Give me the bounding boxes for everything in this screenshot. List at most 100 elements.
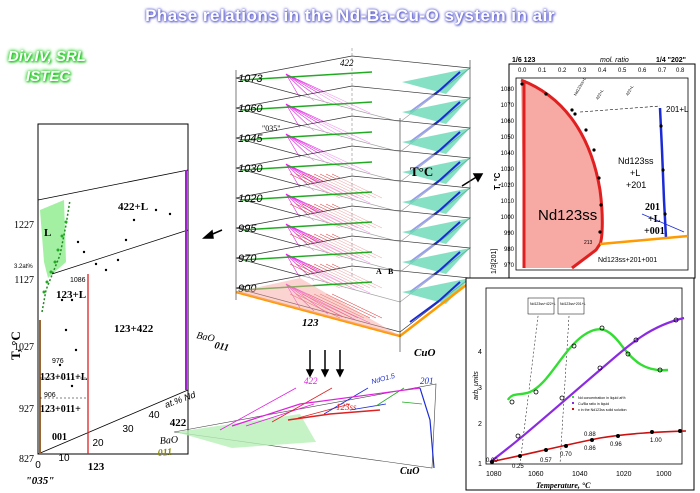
bc-tie-line — [219, 387, 297, 431]
rb-legend-0: Nd concentration in liquid at% — [578, 396, 626, 400]
rt-top-tick-2: 0.2 — [558, 68, 567, 74]
rb-xval-2: 0.57 — [540, 458, 552, 464]
bc-label-201: 201 — [420, 376, 434, 386]
rt-ytick-1080: 1080 — [501, 87, 515, 93]
bc-green-region — [176, 414, 316, 448]
left-xtick-10: 10 — [58, 453, 70, 464]
stack-temp-label: 1073 — [238, 73, 263, 85]
left-x-start-label: "035" — [26, 475, 55, 487]
rb-box-label-2: Nd123ss+201+L — [560, 302, 586, 306]
rb-legend-2: x in the Nd123ss solid solution — [578, 408, 627, 412]
bc-label-CuO: CuO — [400, 466, 419, 477]
arrow-left-head — [202, 229, 214, 239]
rt-region-a3: +201 — [626, 180, 646, 190]
rb-legend-swatch-2 — [572, 408, 574, 410]
left-ann-001: 001 — [52, 432, 67, 443]
arrow-down-2-head — [320, 369, 330, 378]
arrow-right-head — [472, 173, 484, 183]
stack-label-422: 422 — [340, 58, 354, 68]
rb-xval-5: 0.88 — [584, 432, 596, 438]
rt-ytick-980: 980 — [504, 247, 515, 253]
left-ann-123-422: 123+422 — [114, 323, 154, 335]
rb-legend-swatch-0 — [572, 396, 574, 398]
rt-ytick-1010: 1010 — [501, 199, 515, 205]
left-ann-L: L — [44, 227, 51, 239]
bc-triangle — [173, 383, 437, 469]
rt-region-a2: +L — [630, 168, 640, 178]
rt-top-tick-0: 0.0 — [518, 68, 527, 74]
rt-nd123ss-region — [521, 80, 603, 268]
rt-region-b3: +001 — [644, 226, 665, 237]
rt-region-bottom: Nd123ss+201+001 — [598, 257, 657, 264]
slice-liquid-wedge — [402, 158, 470, 184]
rt-top-left-label: 1/6 123 — [512, 57, 535, 64]
left-xtick-30: 30 — [122, 424, 134, 435]
bottom-center-diagram: BaO 011 CuO 422 123ss 201 NdO1.5 — [157, 373, 437, 477]
rb-ytick-4: 4 — [478, 349, 482, 356]
rb-ytick-3: 3 — [478, 385, 482, 392]
rb-x-axis-label: Temperature, °C — [536, 481, 591, 490]
slice-liquid-wedge — [402, 68, 470, 94]
rt-region-b1: 201 — [645, 202, 660, 213]
stack-label-TC: T°C — [410, 164, 433, 179]
rt-top-tick-6: 0.6 — [638, 68, 647, 74]
rt-region-small3: 422+L — [625, 84, 635, 97]
stack-label-CuO: CuO — [414, 347, 435, 359]
rb-xval-7: 1.00 — [650, 438, 662, 444]
rt-ytick-1050: 1050 — [501, 135, 515, 141]
rt-top-tick-3: 0.3 — [578, 68, 587, 74]
rb-ytick-1: 1 — [478, 461, 482, 468]
rt-ytick-1040: 1040 — [501, 151, 515, 157]
left-ann-422L: 422+L — [118, 201, 148, 213]
rt-region-nd123ss: Nd123ss — [538, 207, 597, 224]
page-title: Phase relations in the Nd-Ba-Cu-O system… — [145, 6, 555, 25]
slice-tie-line — [285, 133, 301, 159]
slice-liquid-wedge — [402, 128, 470, 154]
stack-label-B: B — [388, 267, 394, 276]
bc-tie-line — [349, 403, 387, 411]
stack-label-011: 011 — [213, 340, 229, 354]
rb-xtick-1060: 1060 — [528, 471, 544, 478]
bc-tie-line — [323, 387, 369, 415]
left-ann-1086: 1086 — [70, 277, 86, 284]
rt-ytick-990: 990 — [504, 231, 515, 237]
left-panel-frame — [37, 123, 189, 455]
rb-xtick-1000: 1000 — [656, 471, 672, 478]
slice-tie-line — [285, 223, 301, 249]
rt-top-tick-5: 0.5 — [618, 68, 627, 74]
bc-label-BaO: BaO — [159, 434, 178, 447]
left-ann-123-011-L: 123+011+L — [40, 372, 88, 383]
right-bottom-panel: Nd123ss+422+L Nd123ss+201+L Nd concentra… — [465, 277, 695, 491]
left-xtick-0: 0 — [35, 460, 41, 471]
left-skew-top — [37, 169, 189, 201]
arrow-down-3-head — [335, 369, 345, 378]
rb-y-axis-label: arb. units — [473, 371, 480, 400]
bc-label-NdO: NdO1.5 — [371, 373, 396, 386]
left-y-axis-label: T, °C — [8, 331, 23, 360]
left-ytick-1027: 1027 — [14, 342, 34, 353]
slice-liquid-wedge — [402, 278, 470, 304]
slice-green-edge — [241, 71, 373, 81]
left-ytick-1227: 1227 — [14, 220, 34, 231]
rb-box-1 — [527, 297, 555, 315]
rt-top-tick-4: 0.4 — [598, 68, 607, 74]
stack-label-123: 123 — [302, 317, 319, 329]
rt-region-213: 213 — [584, 240, 593, 246]
rt-ytick-1070: 1070 — [501, 103, 515, 109]
bc-blue-boundary — [419, 387, 435, 469]
rt-top-tick-8: 0.8 — [676, 68, 685, 74]
rb-box-2 — [557, 297, 585, 315]
left-ann-906: 906 — [44, 392, 56, 399]
left-panel: 1227 1127 1027 927 827 T, °C 0 10 20 30 … — [8, 123, 198, 487]
slice-tie-line — [285, 253, 301, 279]
slice-liquid-wedge — [402, 188, 470, 214]
slice-tie-line — [285, 103, 301, 129]
rb-legend-1: Cu/Ba ratio in liquid — [578, 402, 609, 406]
rb-xtick-1020: 1020 — [616, 471, 632, 478]
left-ann-976: 976 — [52, 358, 64, 365]
stack-temp-label: 1060 — [238, 103, 263, 115]
arrow-down-1-head — [305, 369, 315, 378]
stack-temp-label: 995 — [238, 223, 257, 235]
